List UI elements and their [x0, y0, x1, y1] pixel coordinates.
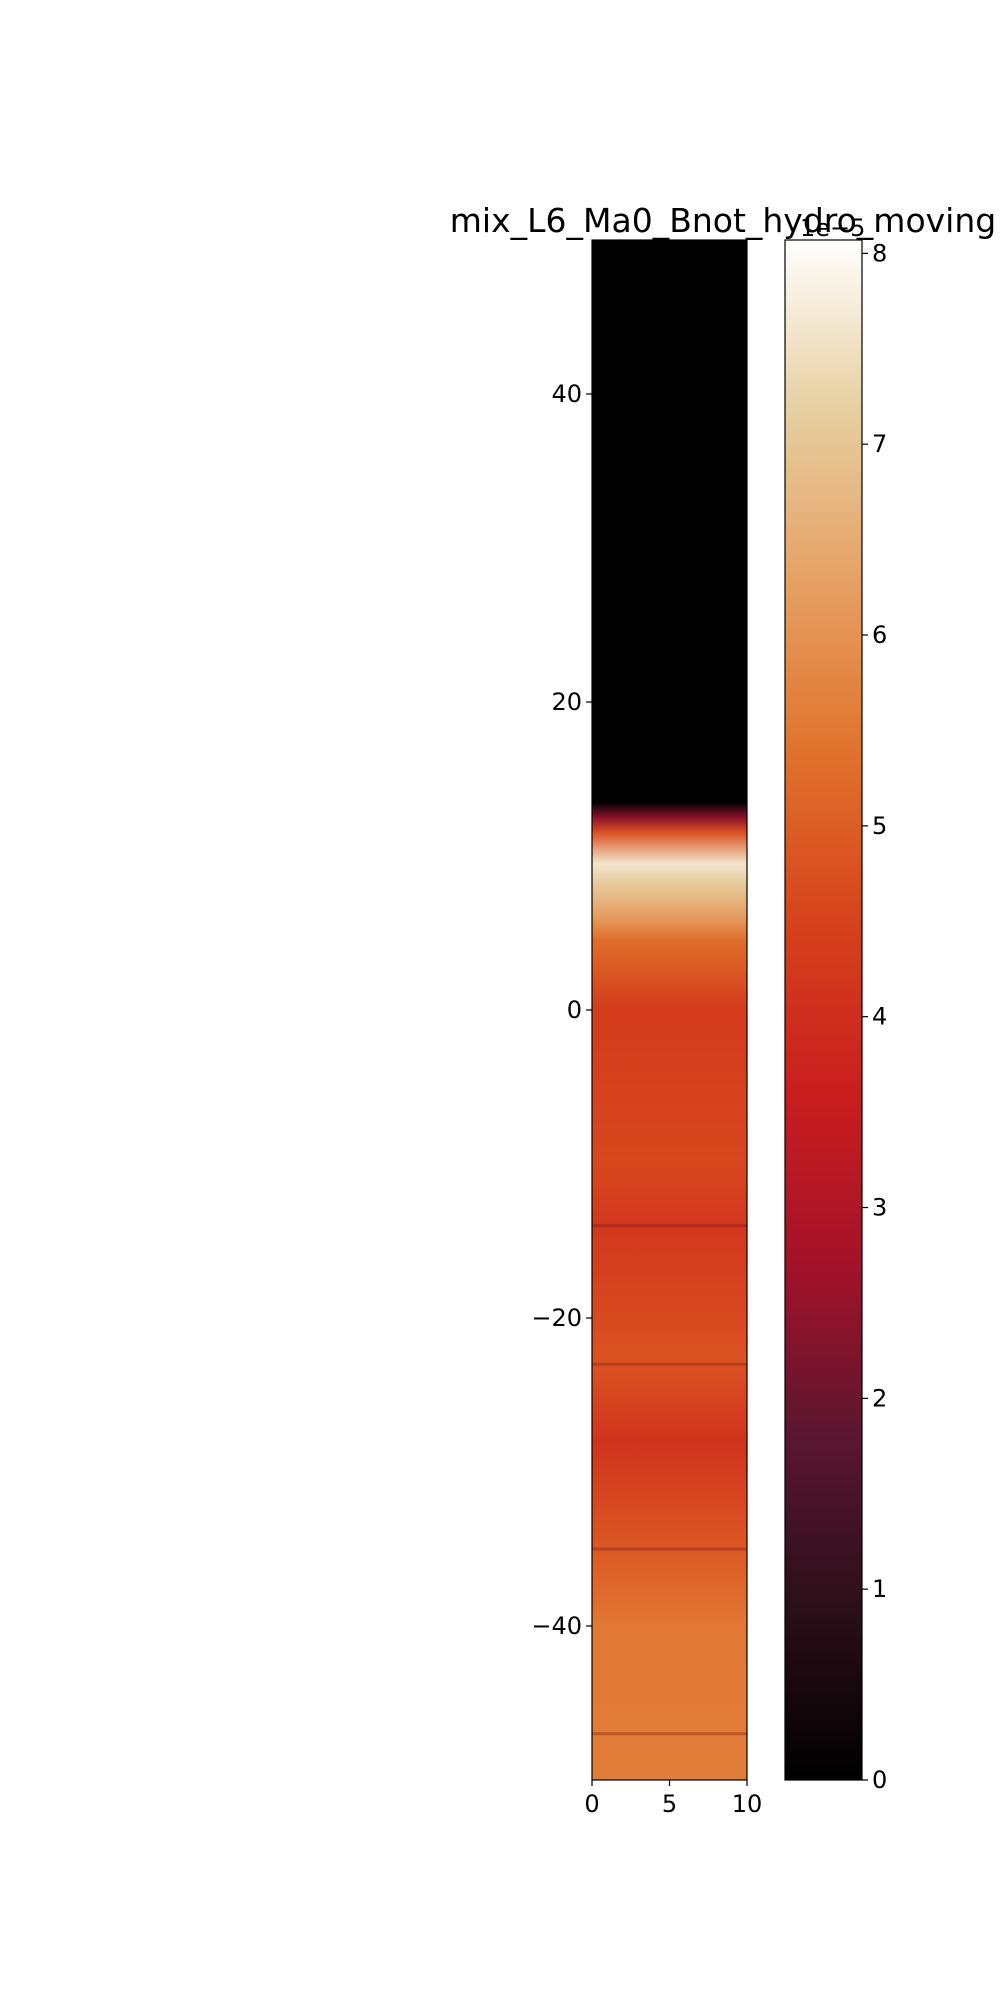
y-tick-label: 20 — [551, 688, 582, 716]
colorbar-tick-label: 8 — [872, 239, 887, 267]
heatmap-axes: −40 −20 0 20 40 0 5 10 — [531, 239, 762, 1818]
x-tick-label: 0 — [584, 1790, 599, 1818]
y-tick-label: −40 — [531, 1612, 582, 1640]
x-tick-label: 5 — [662, 1790, 677, 1818]
colorbar-tick-label: 5 — [872, 812, 887, 840]
colorbar-tick-label: 0 — [872, 1766, 887, 1794]
colorbar-tick-label: 4 — [872, 1003, 887, 1031]
heatmap-field — [592, 240, 747, 1780]
x-axis: 0 5 10 — [584, 1780, 762, 1818]
colorbar: 0 1 2 3 4 5 6 7 8 1e−5 — [784, 214, 887, 1794]
colorbar-tick-label: 7 — [872, 430, 887, 458]
chart-title: mix_L6_Ma0_Bnot_hydro_moving — [450, 201, 996, 240]
colorbar-frame — [784, 239, 863, 1781]
colorbar-ticks: 0 1 2 3 4 5 6 7 8 — [862, 239, 887, 1794]
colorbar-tick-label: 3 — [872, 1194, 887, 1222]
colorbar-tick-label: 2 — [872, 1384, 887, 1412]
y-tick-label: 0 — [567, 996, 582, 1024]
colorbar-offset-text: 1e−5 — [800, 214, 865, 242]
y-tick-label: 40 — [551, 380, 582, 408]
colorbar-fill — [785, 240, 862, 1780]
heatmap-shock-bands — [592, 1224, 747, 1736]
colorbar-tick-label: 6 — [872, 621, 887, 649]
colorbar-tick-label: 1 — [872, 1575, 887, 1603]
y-tick-label: −20 — [531, 1304, 582, 1332]
y-axis: −40 −20 0 20 40 — [531, 380, 592, 1640]
x-tick-label: 10 — [732, 1790, 763, 1818]
